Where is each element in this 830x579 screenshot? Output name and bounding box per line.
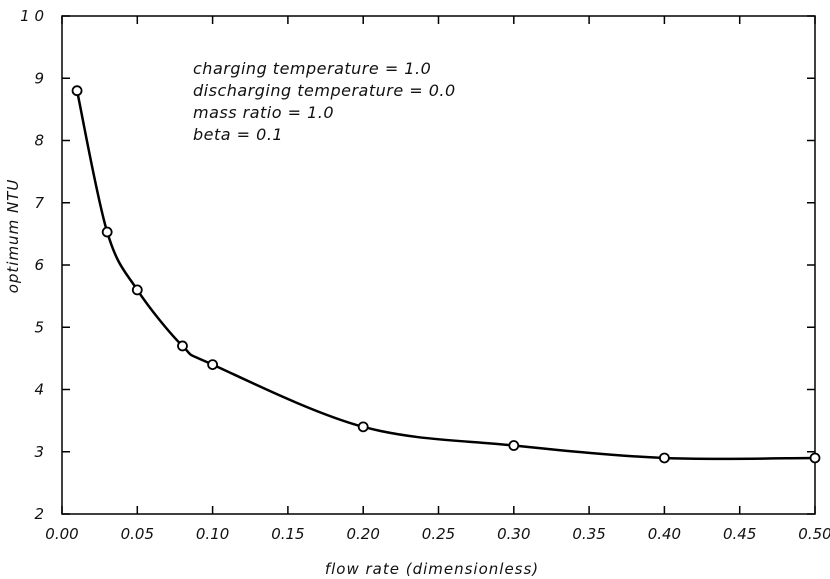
- x-tick-label: 0.40: [648, 525, 681, 543]
- annotation-line: discharging temperature = 0.0: [193, 81, 456, 100]
- annotation-line: beta = 0.1: [193, 125, 283, 144]
- series-line: [75, 89, 817, 461]
- y-axis-title: optimum NTU: [4, 179, 22, 294]
- x-tick-label: 0.35: [572, 525, 605, 543]
- y-tick-label: 9: [34, 69, 44, 87]
- y-tick-label: 1 0: [20, 7, 44, 25]
- annotation-line: charging temperature = 1.0: [193, 59, 431, 78]
- x-tick-label: 0.30: [497, 525, 530, 543]
- data-points: [71, 85, 821, 464]
- y-tick-label: 5: [34, 318, 44, 336]
- y-tick-label: 7: [34, 194, 44, 212]
- data-point: [809, 452, 821, 464]
- y-axis-tick-labels: 2 3 4 5 6 7 8 9 1 0: [20, 7, 44, 523]
- data-point: [357, 421, 369, 433]
- x-axis-title: flow rate (dimensionless): [325, 560, 539, 578]
- y-tick-label: 6: [34, 256, 44, 274]
- y-tick-label: 2: [34, 505, 44, 523]
- x-tick-label: 0.10: [196, 525, 229, 543]
- data-point: [131, 284, 143, 296]
- annotation-line: mass ratio = 1.0: [193, 103, 334, 122]
- y-tick-label: 8: [34, 132, 44, 150]
- data-point: [207, 359, 219, 371]
- x-axis-ticks: [61, 16, 816, 514]
- data-point: [177, 340, 188, 352]
- x-tick-label: 0.15: [271, 525, 304, 543]
- data-point: [659, 452, 670, 464]
- annotation-block: charging temperature = 1.0 discharging te…: [193, 59, 456, 144]
- y-tick-label: 4: [34, 381, 44, 399]
- x-tick-label: 0.20: [346, 525, 379, 543]
- x-tick-label: 0.50: [798, 525, 830, 543]
- x-tick-label: 0.05: [121, 525, 154, 543]
- data-point: [508, 440, 520, 451]
- x-tick-label: 0.45: [723, 525, 756, 543]
- y-axis-ticks: [62, 15, 815, 515]
- x-tick-label: 0.00: [45, 525, 78, 543]
- y-tick-label: 3: [34, 443, 44, 461]
- data-point: [71, 85, 83, 97]
- x-tick-label: 0.25: [422, 525, 455, 543]
- data-point: [101, 226, 113, 238]
- x-axis-tick-labels: 0.00 0.05 0.10 0.15 0.20 0.25 0.30 0.35 0.40 0.45…: [45, 525, 830, 543]
